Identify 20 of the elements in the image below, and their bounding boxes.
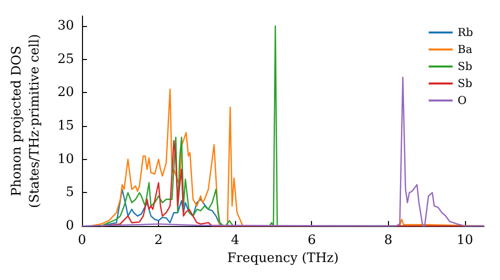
x-tick-label: 10: [456, 233, 474, 248]
legend-label: Rb: [458, 26, 474, 39]
y-tick-label: 25: [57, 52, 74, 67]
legend-label: Ba: [458, 43, 473, 56]
y-tick-label: 10: [57, 152, 74, 167]
x-axis-title: Frequency (THz): [227, 250, 339, 266]
y-tick-label: 5: [66, 185, 74, 200]
x-tick-label: 4: [231, 233, 240, 248]
x-tick-label: 8: [384, 233, 392, 248]
y-axis-title: Phonon projected DOS (States/THz·primitive cell): [10, 34, 42, 208]
y-tick-label: 20: [57, 85, 74, 100]
y-tick-label: 15: [57, 118, 74, 134]
x-tick-label: 0: [78, 233, 86, 248]
y-tick-label: 0: [66, 218, 74, 234]
y-tick-label: 30: [57, 18, 74, 34]
legend-label: Sb: [458, 77, 472, 90]
x-tick-label: 2: [154, 233, 163, 248]
x-tick-label: 6: [308, 233, 316, 248]
legend-label: O: [458, 94, 467, 107]
legend-label: Sb: [458, 60, 472, 73]
